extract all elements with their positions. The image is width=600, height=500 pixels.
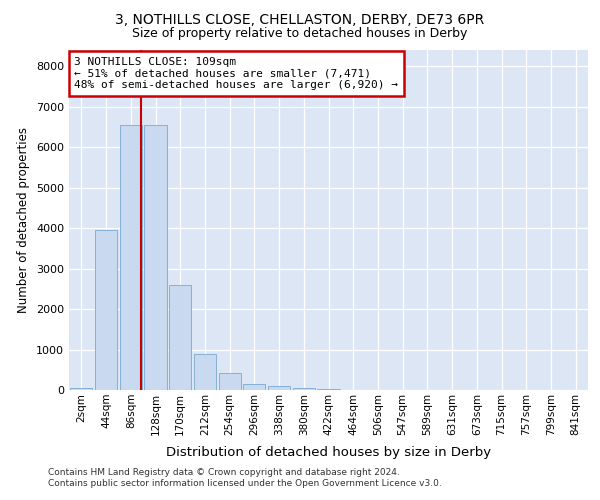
Bar [70, 388, 92, 390]
X-axis label: Distribution of detached houses by size in Derby: Distribution of detached houses by size … [166, 446, 491, 459]
Bar [243, 384, 265, 390]
Bar [95, 230, 117, 390]
Bar [268, 386, 290, 390]
Text: 3, NOTHILLS CLOSE, CHELLASTON, DERBY, DE73 6PR: 3, NOTHILLS CLOSE, CHELLASTON, DERBY, DE… [115, 12, 485, 26]
Bar [169, 285, 191, 390]
Y-axis label: Number of detached properties: Number of detached properties [17, 127, 31, 313]
Bar [218, 373, 241, 390]
Bar [293, 388, 315, 390]
Text: Size of property relative to detached houses in Derby: Size of property relative to detached ho… [133, 28, 467, 40]
Bar [119, 125, 142, 390]
Text: Contains HM Land Registry data © Crown copyright and database right 2024.
Contai: Contains HM Land Registry data © Crown c… [48, 468, 442, 487]
Bar [317, 389, 340, 390]
Text: 3 NOTHILLS CLOSE: 109sqm
← 51% of detached houses are smaller (7,471)
48% of sem: 3 NOTHILLS CLOSE: 109sqm ← 51% of detach… [74, 57, 398, 90]
Bar [145, 125, 167, 390]
Bar [194, 354, 216, 390]
